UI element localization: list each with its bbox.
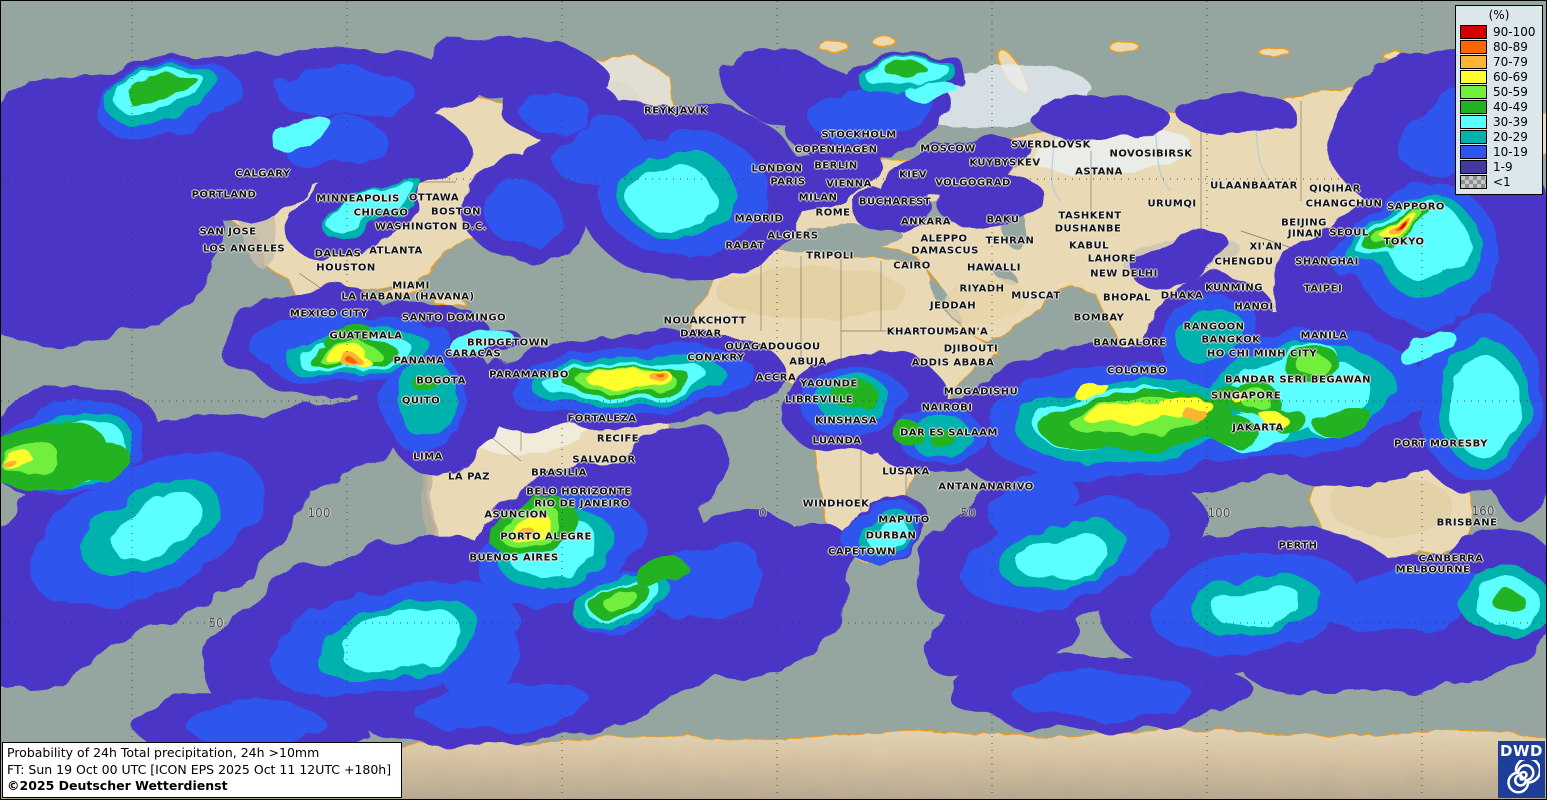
dwd-logo-text: DWD — [1500, 742, 1543, 760]
legend-swatch — [1460, 70, 1487, 84]
legend-entry-label: 40-49 — [1493, 100, 1528, 114]
legend-entry-label: 90-100 — [1493, 25, 1536, 39]
legend-swatch — [1460, 55, 1487, 69]
legend-entry: 1-9 — [1460, 160, 1538, 174]
legend-entry-label: 20-29 — [1493, 130, 1528, 144]
legend-entry: 30-39 — [1460, 115, 1538, 129]
legend-entry-label: 50-59 — [1493, 85, 1528, 99]
graticule-label: 0 — [759, 506, 767, 520]
legend-entry: 60-69 — [1460, 70, 1538, 84]
graticule-label: 100 — [307, 506, 331, 520]
legend-swatch — [1460, 175, 1487, 189]
legend-swatch — [1460, 25, 1487, 39]
legend-swatch — [1460, 130, 1487, 144]
graticule-label: 50 — [208, 616, 224, 630]
dwd-logo: DWD — [1498, 741, 1545, 798]
legend-entry-label: 70-79 — [1493, 55, 1528, 69]
precipitation-field — [1, 34, 1546, 758]
legend-entry: 40-49 — [1460, 100, 1538, 114]
legend-entry: 10-19 — [1460, 145, 1538, 159]
info-box: Probability of 24h Total precipitation, … — [2, 742, 403, 798]
legend-entry: <1 — [1460, 175, 1538, 189]
legend-swatch — [1460, 40, 1487, 54]
legend-title: (%) — [1488, 8, 1510, 22]
legend-entry: 80-89 — [1460, 40, 1538, 54]
legend-entry-label: 10-19 — [1493, 145, 1528, 159]
graticule-label: 160 — [1471, 504, 1495, 518]
legend-entry-label: <1 — [1493, 175, 1511, 189]
legend-swatch — [1460, 85, 1487, 99]
copyright: ©2025 Deutscher Wetterdienst — [7, 777, 228, 793]
legend-swatch — [1460, 160, 1487, 174]
legend-entry: 70-79 — [1460, 55, 1538, 69]
legend-entry-label: 80-89 — [1493, 40, 1528, 54]
graticule-label: 50 — [960, 506, 976, 520]
legend-entry-label: 30-39 — [1493, 115, 1528, 129]
legend-entry-label: 1-9 — [1493, 160, 1513, 174]
forecast-time: FT: Sun 19 Oct 00 UTC [ICON EPS 2025 Oct… — [7, 761, 392, 777]
legend: (%) 90-100 80-89 70-79 60-69 50-59 40-49 30-39… — [1455, 5, 1543, 195]
dwd-spiral-icon — [1506, 756, 1541, 794]
legend-entry: 20-29 — [1460, 130, 1538, 144]
legend-swatch — [1460, 145, 1487, 159]
legend-entry: 90-100 — [1460, 25, 1538, 39]
legend-rows: 90-100 80-89 70-79 60-69 50-59 40-49 30-39 20-2… — [1460, 25, 1538, 189]
legend-swatch — [1460, 115, 1487, 129]
legend-swatch — [1460, 100, 1487, 114]
legend-entry-label: 60-69 — [1493, 70, 1528, 84]
legend-entry: 50-59 — [1460, 85, 1538, 99]
graticule-label: 100 — [1207, 506, 1231, 520]
map-title: Probability of 24h Total precipitation, … — [7, 745, 320, 761]
